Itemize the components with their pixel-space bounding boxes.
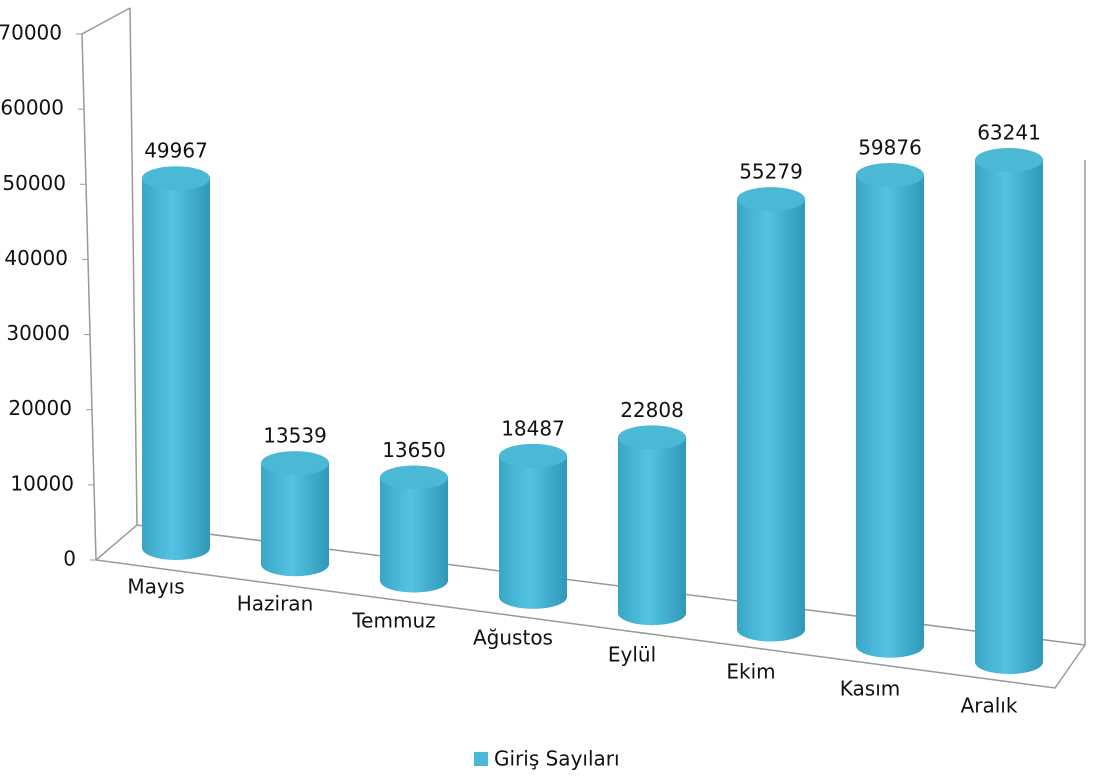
data-label: 13539 (263, 424, 327, 448)
x-tick-label: Ağustos (473, 626, 553, 650)
x-tick-label: Kasım (840, 677, 900, 701)
cylinder-body (380, 477, 448, 593)
legend-label: Giriş Sayıları (494, 747, 620, 771)
cylinder (856, 163, 924, 658)
cylinder (499, 443, 567, 609)
cylinder-top (856, 163, 924, 188)
cylinder (142, 166, 210, 560)
y-tick-label: 50000 (2, 171, 66, 195)
cylinder-body (737, 199, 805, 642)
y-tick-label: 40000 (4, 246, 68, 270)
cylinder-top (499, 443, 567, 468)
x-tick-label: Temmuz (351, 609, 435, 633)
frame (81, 7, 1086, 689)
cylinder (618, 425, 686, 626)
cylinder-body (261, 463, 329, 577)
x-tick-label: Mayıs (127, 575, 184, 599)
cylinder-top (737, 187, 805, 212)
cylinder-top (380, 465, 448, 490)
y-tick-label: 70000 (0, 21, 62, 45)
x-tick-label: Ekim (726, 660, 775, 684)
data-label: 55279 (739, 160, 803, 184)
data-label: 13650 (382, 438, 446, 462)
cylinder-top (975, 147, 1043, 172)
y-tick-label: 0 (63, 547, 76, 571)
x-tick-label: Aralık (961, 694, 1018, 718)
cylinder-body (975, 159, 1043, 675)
x-tick-label: Eylül (608, 643, 656, 667)
y-tick-label: 60000 (0, 96, 64, 120)
legend-swatch (474, 752, 488, 766)
y-tick-label: 30000 (6, 321, 70, 345)
y-tick-label: 20000 (8, 396, 72, 420)
cylinder (737, 187, 805, 642)
data-label: 49967 (144, 139, 208, 163)
cylinder-body (618, 437, 686, 626)
cylinder (261, 451, 329, 577)
cylinder-body (856, 175, 924, 658)
x-tick-label: Haziran (237, 592, 314, 616)
data-label: 59876 (858, 136, 922, 160)
cylinder-top (142, 166, 210, 191)
cylinder (975, 147, 1043, 675)
data-label: 22808 (620, 398, 684, 422)
cylinder-body (499, 455, 567, 609)
data-label: 18487 (501, 416, 565, 440)
cylinder-top (618, 425, 686, 450)
y-tick-label: 10000 (10, 471, 74, 495)
data-label: 63241 (977, 120, 1041, 144)
cylinder (380, 465, 448, 593)
cylinder-body (142, 178, 210, 560)
cylinder-top (261, 451, 329, 476)
